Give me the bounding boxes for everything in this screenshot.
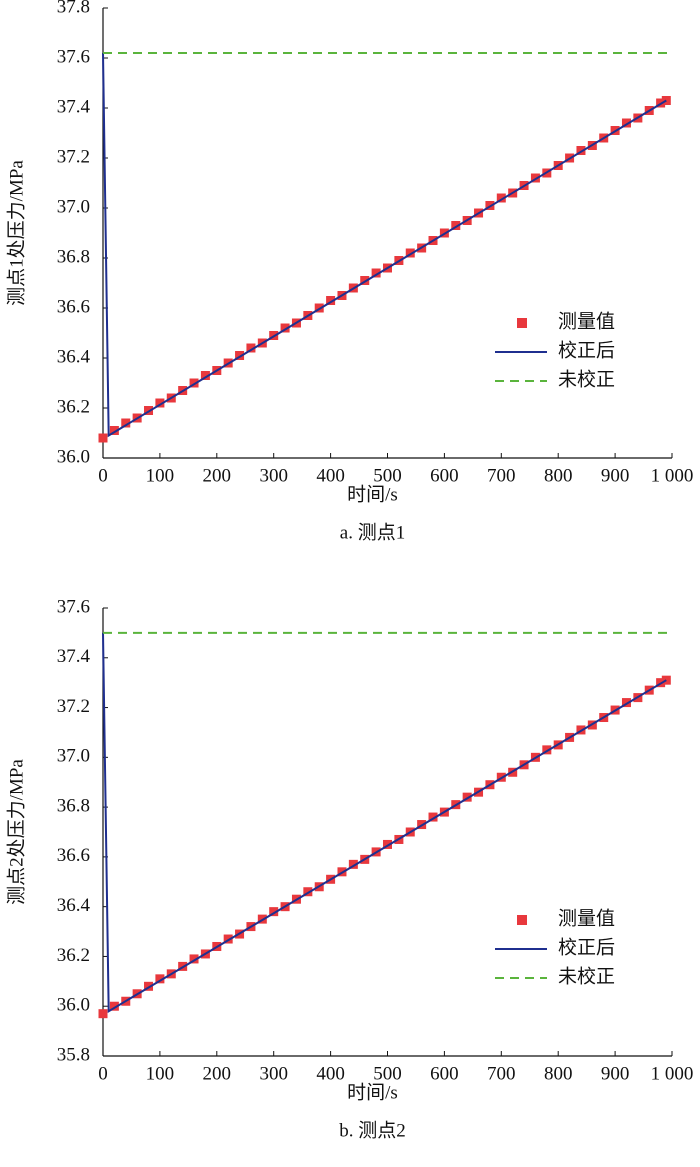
x-axis-label: 时间/s bbox=[347, 483, 398, 505]
data-point bbox=[621, 698, 631, 708]
data-point bbox=[98, 1009, 108, 1019]
y-tick-label: 36.0 bbox=[57, 446, 90, 467]
x-tick-label: 600 bbox=[430, 465, 459, 486]
y-axis-label: 测点1处压力/MPa bbox=[5, 160, 27, 306]
y-tick-label: 37.2 bbox=[57, 146, 90, 167]
x-tick-label: 1 000 bbox=[651, 465, 694, 486]
data-point bbox=[109, 426, 119, 435]
data-point bbox=[189, 378, 199, 388]
y-tick-label: 37.0 bbox=[57, 746, 90, 767]
data-point bbox=[200, 371, 210, 380]
data-point bbox=[576, 146, 586, 155]
y-axis-label: 测点2处压力/MPa bbox=[5, 759, 27, 905]
y-tick-label: 36.8 bbox=[57, 795, 90, 816]
data-point bbox=[235, 351, 245, 360]
x-tick-label: 500 bbox=[373, 1063, 402, 1084]
data-point bbox=[371, 268, 381, 278]
series-line bbox=[102, 632, 667, 1013]
x-tick-label: 0 bbox=[98, 465, 108, 486]
legend-label: 校正后 bbox=[558, 936, 615, 958]
x-tick-label: 100 bbox=[146, 1063, 175, 1084]
data-point bbox=[383, 839, 392, 849]
data-point bbox=[280, 323, 290, 333]
y-tick-label: 37.0 bbox=[57, 196, 90, 217]
x-tick-label: 0 bbox=[98, 1063, 108, 1084]
x-tick-label: 900 bbox=[601, 465, 630, 486]
x-tick-label: 800 bbox=[544, 465, 573, 486]
data-point bbox=[360, 276, 370, 285]
data-point bbox=[98, 433, 108, 443]
x-tick-label: 300 bbox=[259, 1063, 288, 1084]
legend-marker bbox=[517, 915, 527, 925]
y-tick-label: 36.2 bbox=[57, 396, 90, 417]
data-point bbox=[246, 343, 256, 353]
x-tick-label: 500 bbox=[373, 465, 402, 486]
x-tick-label: 400 bbox=[316, 465, 345, 486]
y-tick-label: 36.0 bbox=[57, 995, 90, 1016]
y-tick-label: 37.6 bbox=[57, 596, 90, 617]
series-line bbox=[102, 52, 667, 438]
data-point bbox=[542, 745, 552, 755]
y-tick-label: 37.4 bbox=[57, 96, 91, 117]
data-point bbox=[269, 907, 279, 917]
legend-label: 未校正 bbox=[558, 965, 615, 987]
data-point bbox=[155, 398, 165, 408]
y-tick-label: 36.8 bbox=[57, 246, 90, 267]
data-point bbox=[109, 1001, 119, 1011]
y-tick-label: 36.2 bbox=[57, 945, 90, 966]
x-tick-label: 100 bbox=[146, 465, 175, 486]
y-tick-label: 36.4 bbox=[57, 346, 91, 367]
legend-label: 测量值 bbox=[558, 907, 615, 929]
data-point bbox=[303, 887, 313, 897]
y-tick-label: 37.6 bbox=[57, 46, 90, 67]
data-point bbox=[121, 418, 131, 428]
x-tick-label: 700 bbox=[487, 1063, 516, 1084]
x-tick-label: 200 bbox=[203, 1063, 232, 1084]
y-tick-label: 35.8 bbox=[57, 1044, 90, 1065]
x-tick-label: 900 bbox=[601, 1063, 630, 1084]
y-tick-label: 36.6 bbox=[57, 296, 90, 317]
x-tick-label: 700 bbox=[487, 465, 516, 486]
data-point bbox=[621, 118, 631, 128]
x-tick-label: 800 bbox=[544, 1063, 573, 1084]
y-tick-label: 37.4 bbox=[57, 646, 91, 667]
data-point bbox=[348, 859, 358, 869]
data-point bbox=[451, 221, 461, 230]
data-point bbox=[462, 792, 472, 802]
legend-marker bbox=[517, 318, 527, 328]
data-point bbox=[661, 675, 671, 685]
legend-label: 未校正 bbox=[558, 368, 615, 390]
x-tick-label: 400 bbox=[316, 1063, 345, 1084]
x-tick-label: 1 000 bbox=[651, 1063, 694, 1084]
legend-label: 校正后 bbox=[558, 339, 615, 361]
x-tick-label: 200 bbox=[203, 465, 232, 486]
data-point bbox=[223, 934, 233, 944]
chart-caption: b. 测点2 bbox=[339, 1119, 406, 1141]
legend-label: 测量值 bbox=[558, 310, 615, 332]
data-point bbox=[326, 296, 336, 305]
data-point bbox=[496, 193, 506, 203]
y-tick-label: 37.2 bbox=[57, 696, 90, 717]
data-point bbox=[405, 248, 415, 258]
x-tick-label: 600 bbox=[430, 1063, 459, 1084]
data-point bbox=[155, 974, 165, 984]
x-tick-label: 300 bbox=[259, 465, 288, 486]
data-point bbox=[428, 812, 438, 822]
data-point bbox=[144, 981, 154, 991]
y-tick-label: 36.4 bbox=[57, 895, 91, 916]
data-point bbox=[189, 954, 199, 964]
y-tick-label: 37.8 bbox=[57, 0, 90, 17]
x-axis-label: 时间/s bbox=[347, 1081, 398, 1103]
y-tick-label: 36.6 bbox=[57, 845, 90, 866]
chart-caption: a. 测点1 bbox=[340, 521, 405, 543]
